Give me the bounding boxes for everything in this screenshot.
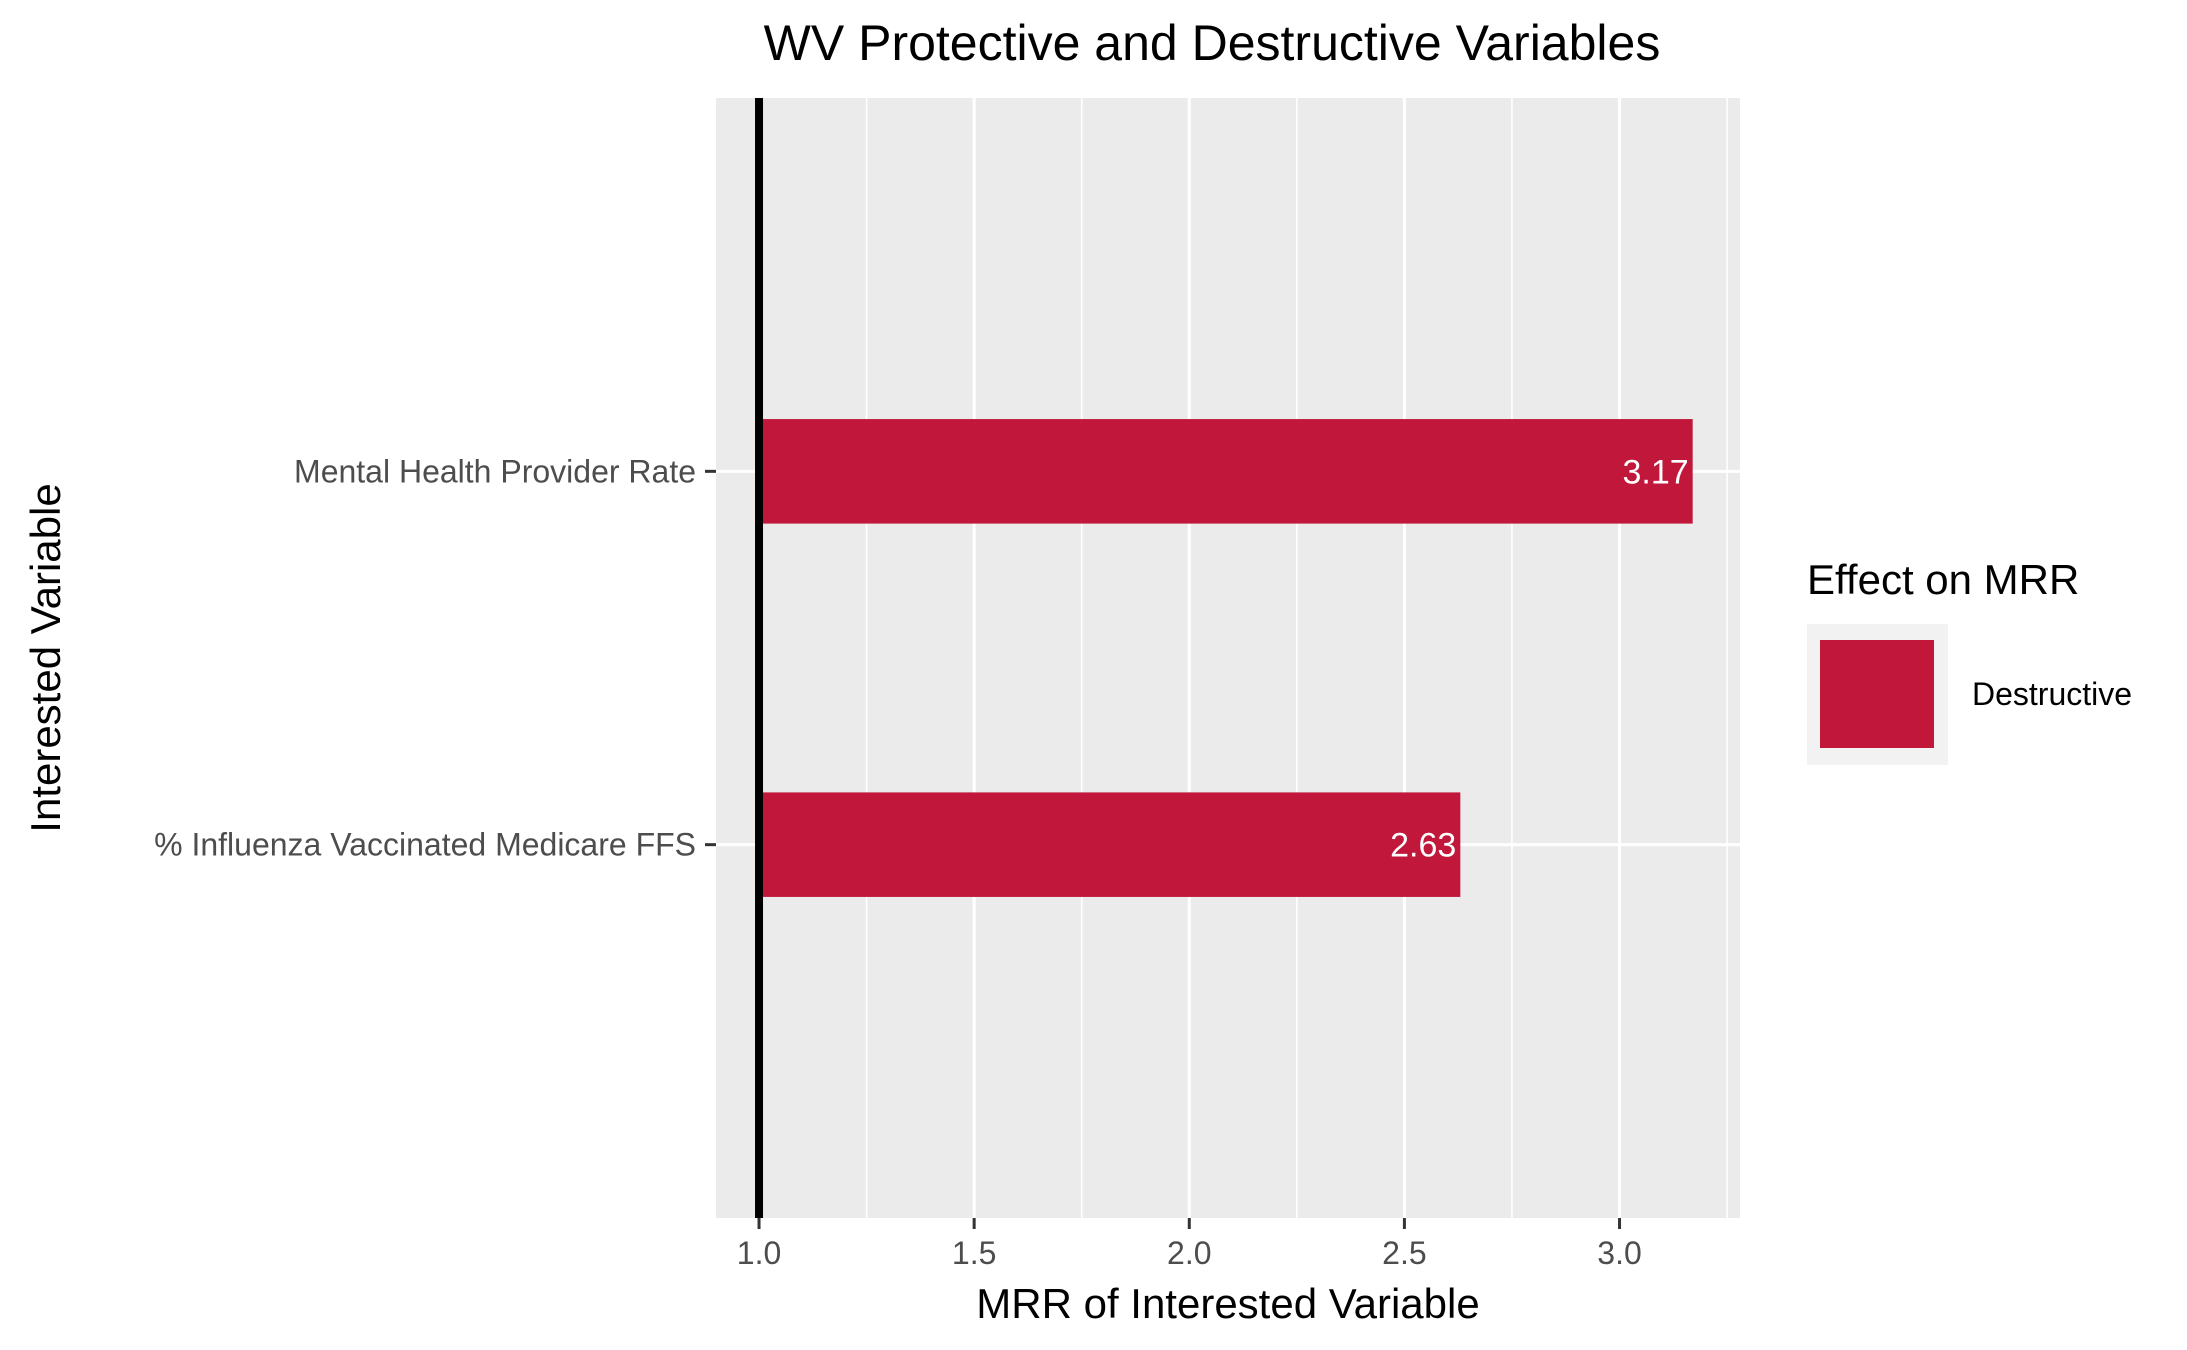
- bar-labels: 3.17 2.63: [1390, 453, 1689, 864]
- chart-title: WV Protective and Destructive Variables: [764, 15, 1661, 71]
- x-tick-label: 3.0: [1597, 1235, 1641, 1271]
- bar: [759, 419, 1693, 524]
- grid-minor: [865, 98, 1728, 1218]
- y-tick-label: Mental Health Provider Rate: [294, 453, 696, 489]
- x-axis: 1.0 1.5 2.0 2.5 3.0: [737, 1218, 1642, 1271]
- legend-label-destructive: Destructive: [1972, 676, 2132, 712]
- x-tick-label: 2.0: [1167, 1235, 1211, 1271]
- bar: [759, 792, 1461, 897]
- bar-value-label: 2.63: [1390, 827, 1456, 865]
- x-axis-title: MRR of Interested Variable: [976, 1280, 1479, 1327]
- y-tick-label: % Influenza Vaccinated Medicare FFS: [154, 827, 696, 863]
- legend-title: Effect on MRR: [1807, 556, 2079, 603]
- x-tick-label: 1.5: [952, 1235, 996, 1271]
- legend: Effect on MRR Destructive: [1807, 556, 2132, 765]
- bars: [759, 419, 1693, 897]
- plot-panel: [716, 98, 1740, 1218]
- x-tick-label: 1.0: [737, 1235, 781, 1271]
- y-axis-title: Interested Variable: [22, 483, 69, 832]
- legend-swatch-destructive: [1820, 640, 1934, 748]
- x-tick-label: 2.5: [1382, 1235, 1426, 1271]
- bar-value-label: 3.17: [1622, 453, 1688, 491]
- y-axis: Mental Health Provider Rate % Influenza V…: [154, 453, 716, 863]
